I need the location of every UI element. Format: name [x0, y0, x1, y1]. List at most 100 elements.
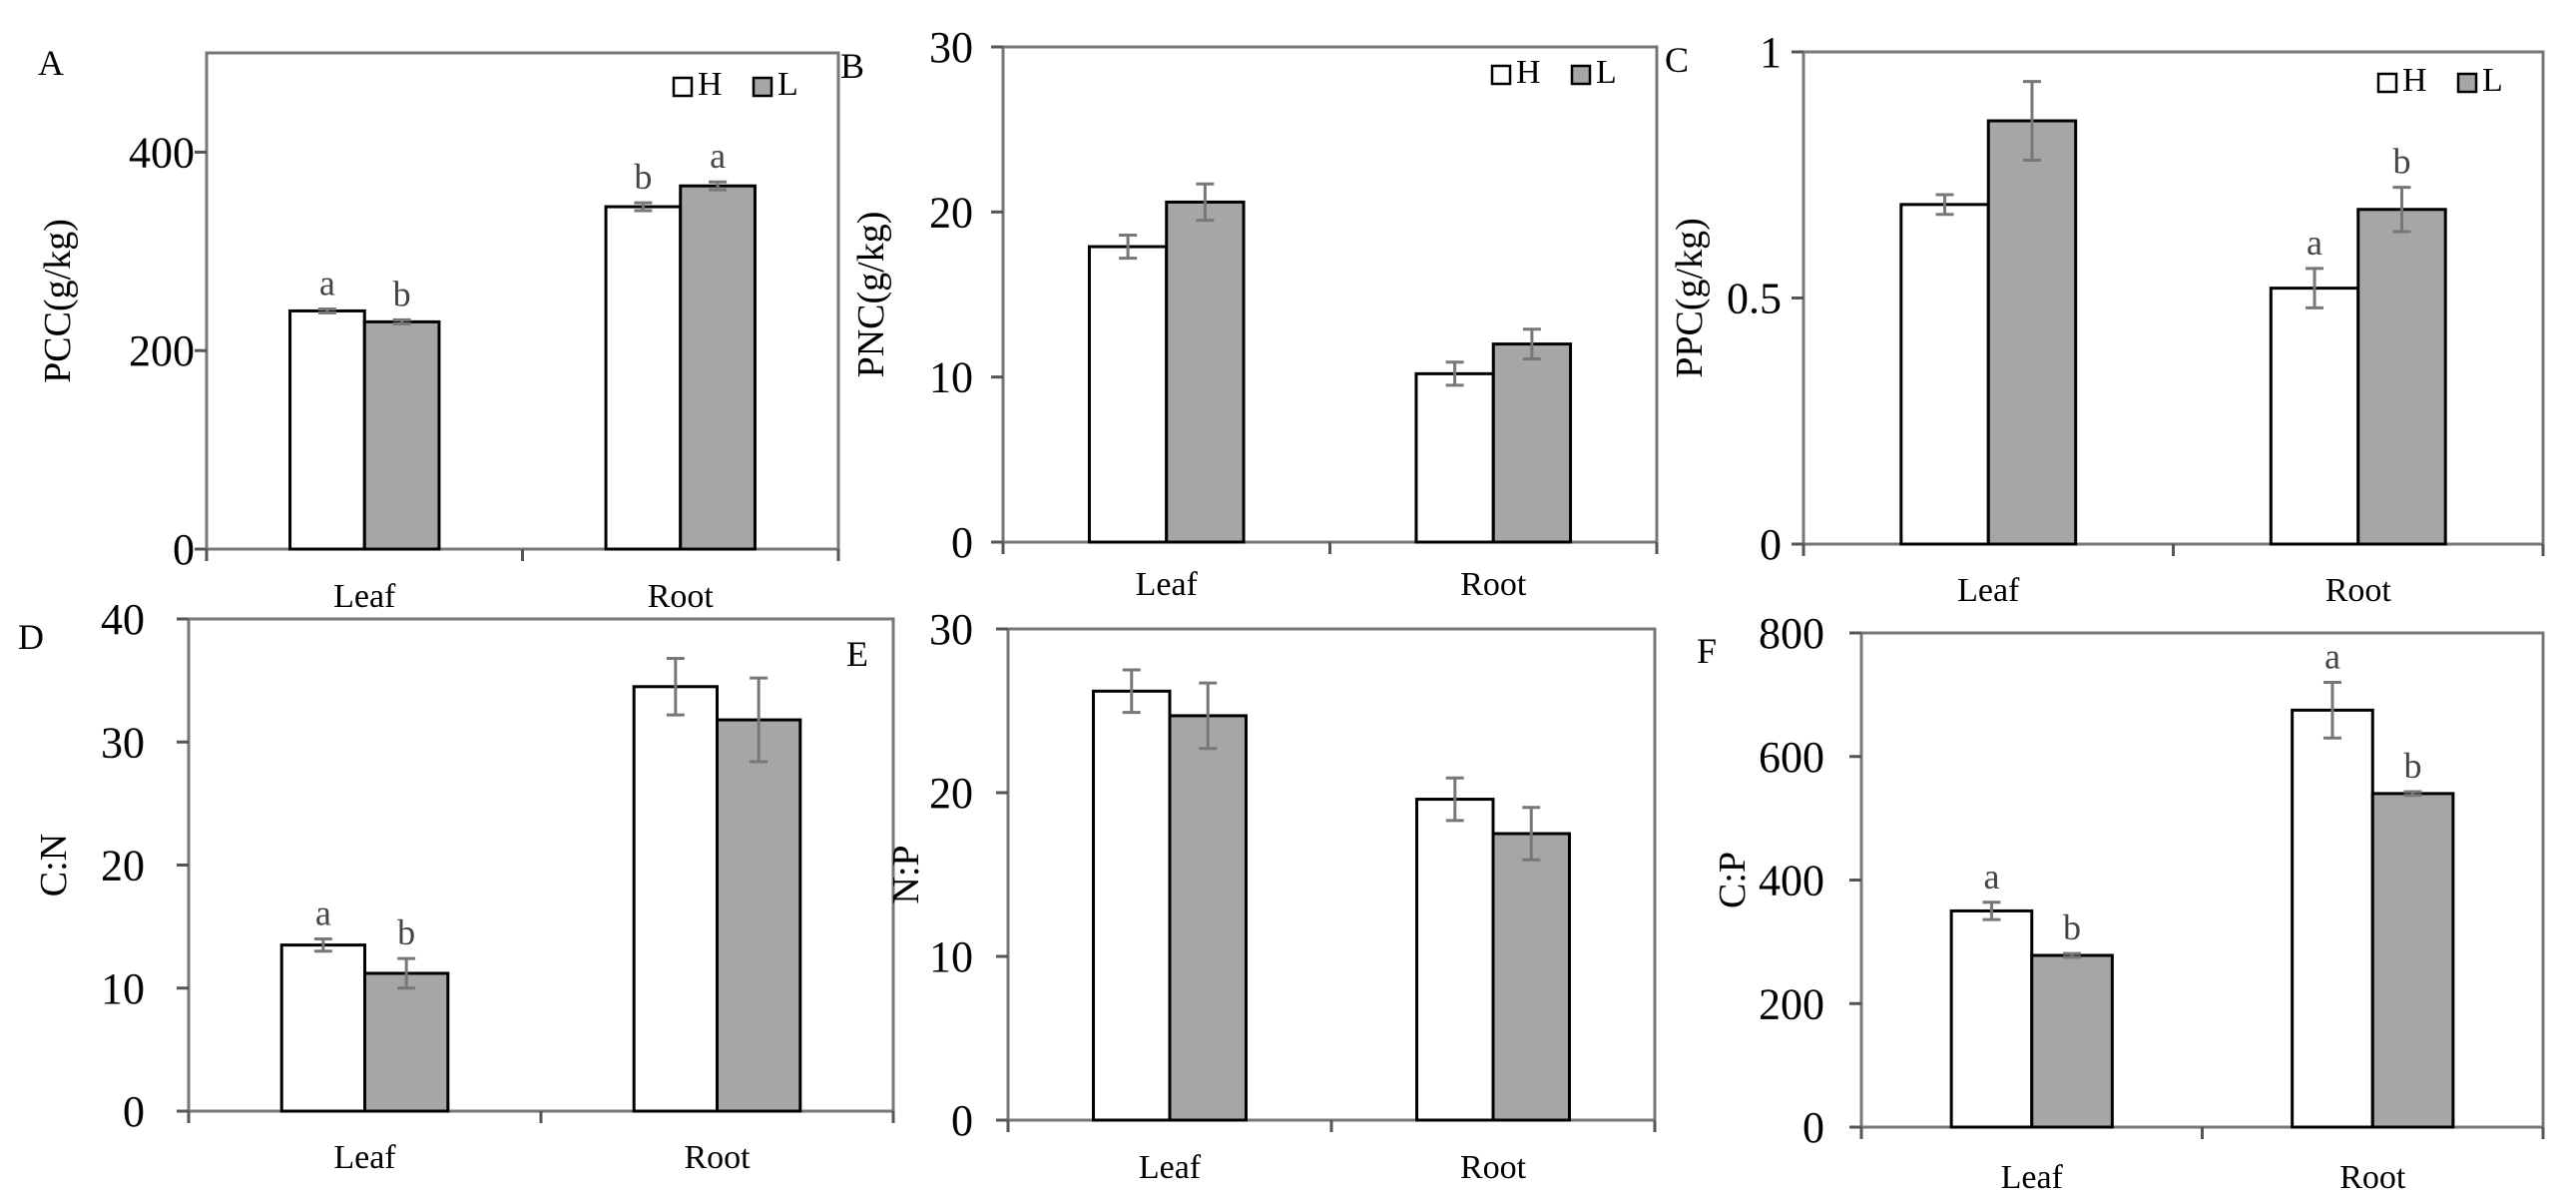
bar-h-root: [632, 685, 720, 1113]
bar-l-root: [1491, 342, 1573, 544]
y-tick-label: 20: [929, 188, 973, 237]
panel-f: 0 200 400 600 800 F C:P Leaf a b Root a b: [1697, 609, 2545, 1196]
x-category-label: Leaf: [333, 1139, 396, 1176]
y-tick-label: 400: [1759, 857, 1824, 905]
legend-label-l: L: [777, 66, 798, 103]
significance-label: b: [2404, 746, 2422, 786]
x-category-label: Root: [2325, 572, 2392, 609]
significance-label: b: [2392, 142, 2410, 182]
x-category-label: Root: [648, 578, 715, 615]
panel-letter: B: [840, 46, 864, 86]
x-category-label: Leaf: [333, 578, 396, 615]
bar-h-leaf: [1899, 203, 1990, 546]
panel-e: 0 10 20 30 E N:P Leaf Root: [846, 605, 1657, 1186]
y-tick-label: 0: [123, 1087, 145, 1136]
y-tick-label: 400: [129, 128, 195, 177]
y-tick-label: 10: [101, 964, 145, 1013]
y-tick-label: 30: [101, 718, 145, 767]
bar-h-leaf: [1949, 908, 2034, 1129]
x-category-label: Root: [2339, 1159, 2406, 1196]
legend-label-l: L: [1596, 54, 1617, 91]
x-category-label: Root: [1460, 566, 1527, 603]
y-tick-label: 0: [1760, 520, 1782, 569]
legend-label-h: H: [1516, 54, 1541, 91]
bar-l-leaf: [363, 971, 450, 1113]
bar-l-leaf: [1165, 200, 1246, 544]
bar-h-root: [1414, 371, 1495, 544]
panel-letter: E: [846, 634, 868, 674]
y-tick-label: 200: [129, 326, 195, 375]
y-tick-label: 20: [101, 842, 145, 891]
significance-label: a: [319, 263, 335, 302]
y-axis-label: PNC(g/kg): [850, 212, 892, 378]
bar-l-leaf: [2030, 953, 2114, 1129]
bar-h-leaf: [288, 308, 366, 551]
significance-label: a: [2307, 223, 2322, 263]
significance-label: a: [2324, 637, 2340, 677]
bar-h-leaf: [279, 943, 366, 1113]
bar-l-leaf: [362, 319, 441, 551]
y-tick-label: 0: [951, 518, 973, 567]
y-tick-label: 200: [1759, 979, 1824, 1028]
legend-swatch-h: [1490, 64, 1512, 86]
y-tick-label: 1: [1760, 28, 1782, 77]
y-tick-label: 0: [173, 525, 195, 574]
y-tick-label: 30: [929, 605, 973, 654]
panel-letter: F: [1697, 631, 1717, 671]
x-category-label: Leaf: [1957, 572, 2020, 609]
x-category-label: Root: [1460, 1149, 1527, 1186]
bar-l-leaf: [1986, 119, 2078, 546]
y-tick-label: 20: [929, 769, 973, 818]
legend-label-l: L: [2482, 62, 2503, 99]
y-tick-label: 800: [1759, 609, 1824, 658]
bar-h-root: [2269, 287, 2360, 546]
legend-swatch-l: [2456, 72, 2478, 94]
y-tick-label: 30: [929, 23, 973, 72]
legend-label-h: H: [698, 66, 723, 103]
x-category-label: Leaf: [1136, 566, 1199, 603]
y-tick-label: 600: [1759, 733, 1824, 782]
legend-swatch-h: [672, 76, 694, 98]
x-category-label: Leaf: [2001, 1159, 2064, 1196]
bar-l-root: [716, 718, 802, 1113]
panel-letter: C: [1665, 40, 1689, 80]
y-axis-label: PPC(g/kg): [1669, 218, 1711, 377]
y-tick-label: 0: [951, 1096, 973, 1145]
significance-label: a: [1983, 857, 1999, 897]
significance-label: b: [393, 274, 411, 313]
bar-h-root: [2291, 708, 2374, 1129]
y-axis-label: N:P: [885, 845, 927, 903]
bar-h-leaf: [1092, 689, 1172, 1122]
bar-h-leaf: [1087, 245, 1169, 544]
x-category-label: Root: [684, 1139, 751, 1176]
bar-l-leaf: [1168, 714, 1248, 1122]
legend-swatch-l: [752, 76, 773, 98]
y-tick-label: 40: [101, 595, 145, 644]
bar-l-root: [1491, 832, 1571, 1122]
y-tick-label: 0: [1803, 1103, 1824, 1152]
significance-label: b: [634, 157, 652, 197]
y-tick-label: 10: [929, 353, 973, 402]
significance-label: b: [2063, 907, 2081, 947]
y-tick-label: 0.5: [1727, 275, 1782, 323]
bar-h-root: [1415, 798, 1495, 1122]
y-tick-label: 10: [929, 932, 973, 981]
legend-label-h: H: [2402, 62, 2427, 99]
x-category-label: Leaf: [1139, 1149, 1202, 1186]
panel-letter: A: [38, 43, 64, 83]
bar-l-root: [2356, 208, 2447, 546]
bar-l-root: [2370, 792, 2455, 1129]
panel-d: 0 10 20 30 40 D C:N Leaf a b Root: [18, 595, 895, 1176]
bar-l-root: [679, 184, 757, 551]
bar-h-root: [604, 205, 683, 551]
significance-label: a: [315, 893, 331, 932]
legend-swatch-l: [1570, 64, 1592, 86]
y-axis-label: PCC(g/kg): [37, 219, 79, 383]
y-axis-label: C:N: [33, 834, 75, 897]
